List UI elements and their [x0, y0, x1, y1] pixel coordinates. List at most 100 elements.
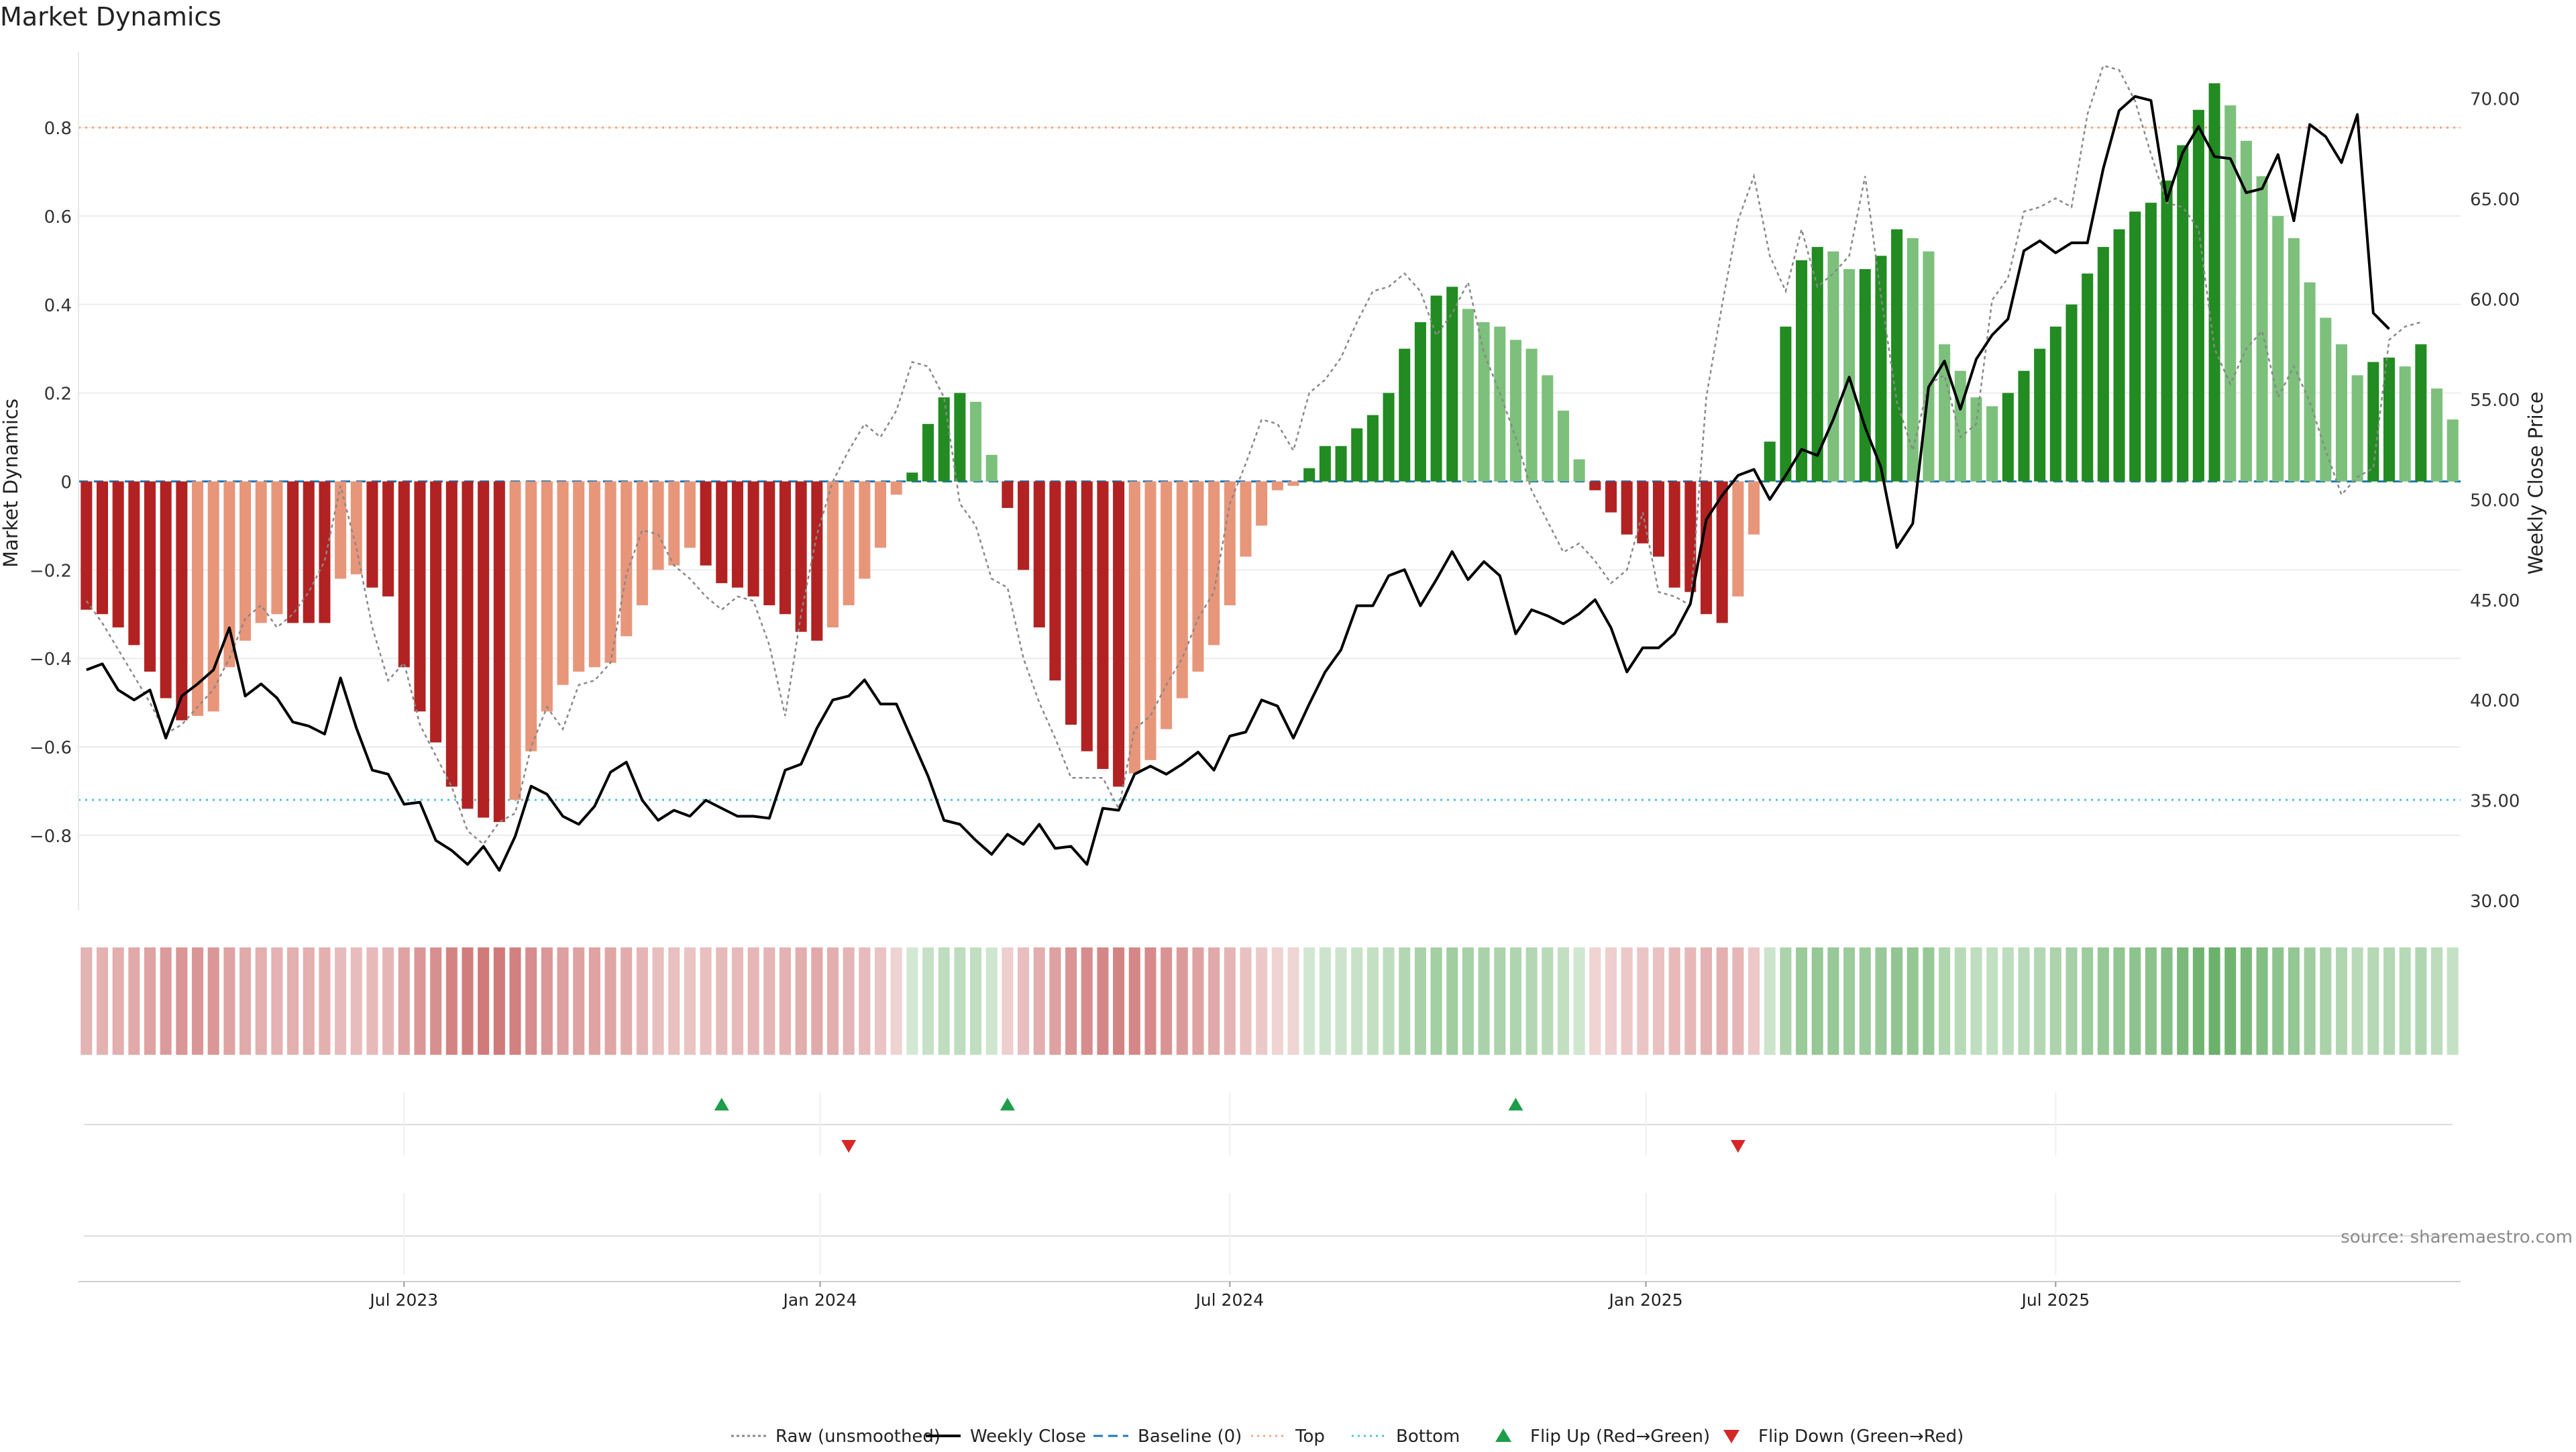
bar	[96, 481, 109, 615]
bar	[430, 481, 442, 743]
heat-strip	[80, 947, 2459, 1055]
heat-cell	[207, 947, 219, 1055]
heat-cell	[826, 947, 839, 1055]
bar	[2399, 366, 2411, 482]
bar	[350, 481, 362, 574]
heat-cell	[287, 947, 299, 1055]
heat-cell	[2335, 947, 2347, 1055]
bar	[2224, 105, 2237, 482]
heat-cell	[2034, 947, 2046, 1055]
bar	[954, 393, 966, 482]
heat-cell	[1192, 947, 1204, 1055]
heat-cell	[1399, 947, 1411, 1055]
bar	[398, 481, 410, 668]
heat-cell	[1605, 947, 1617, 1055]
bar	[1796, 260, 1808, 482]
chart-title: Market Dynamics	[0, 2, 221, 32]
heat-cell	[604, 947, 616, 1055]
heat-cell	[1065, 947, 1077, 1055]
heat-cell	[271, 947, 283, 1055]
heat-cell	[176, 947, 188, 1055]
legend-label: Weekly Close	[970, 1427, 1086, 1447]
left-tick-label: 0.6	[44, 207, 72, 227]
bar	[1144, 481, 1157, 760]
bar	[1891, 229, 1903, 482]
heat-cell	[588, 947, 600, 1055]
bar	[1764, 442, 1776, 482]
bar	[382, 481, 394, 597]
histogram-bars	[80, 83, 2459, 823]
heat-cell	[2240, 947, 2252, 1055]
bar	[938, 397, 950, 482]
heat-cell	[2145, 947, 2157, 1055]
heat-cell	[2113, 947, 2125, 1055]
heat-cell	[843, 947, 855, 1055]
heat-cell	[445, 947, 458, 1055]
bar	[493, 481, 505, 823]
bar	[684, 481, 696, 548]
heat-cell	[1002, 947, 1014, 1055]
heat-cell	[1923, 947, 1935, 1055]
bar	[1732, 481, 1744, 597]
heat-cell	[1414, 947, 1426, 1055]
bar	[1939, 344, 1951, 482]
bar	[287, 481, 299, 623]
bar	[1383, 393, 1395, 482]
bar	[890, 481, 902, 495]
heat-cell	[335, 947, 347, 1055]
bar	[1097, 481, 1109, 770]
bar	[2129, 211, 2141, 482]
heat-cell	[1652, 947, 1665, 1055]
bar	[795, 481, 807, 632]
heat-cell	[2208, 947, 2220, 1055]
heat-cell	[462, 947, 474, 1055]
bar	[1049, 481, 1061, 681]
heat-cell	[1796, 947, 1808, 1055]
heat-cell	[1811, 947, 1823, 1055]
right-tick-label: 70.00	[2470, 90, 2520, 110]
bar	[525, 481, 537, 751]
heat-cell	[1462, 947, 1474, 1055]
right-tick-label: 65.00	[2470, 190, 2520, 210]
heat-cell	[1256, 947, 1268, 1055]
heat-cell	[319, 947, 331, 1055]
heat-cell	[985, 947, 998, 1055]
heat-cell	[430, 947, 442, 1055]
heat-cell	[954, 947, 966, 1055]
heat-cell	[2415, 947, 2427, 1055]
flip-up-marker	[714, 1098, 729, 1110]
legend-label: Bottom	[1396, 1427, 1460, 1447]
bar	[112, 481, 124, 628]
bar	[1002, 481, 1014, 509]
heat-cell	[1161, 947, 1173, 1055]
bar	[811, 481, 823, 641]
heat-cell	[668, 947, 680, 1055]
bar	[1494, 326, 1506, 482]
heat-cell	[1780, 947, 1792, 1055]
heat-cell	[557, 947, 569, 1055]
heat-cell	[1668, 947, 1680, 1055]
flip-markers-panel	[84, 1092, 2453, 1275]
heat-cell	[1621, 947, 1633, 1055]
heat-cell	[1525, 947, 1538, 1055]
bar	[2430, 388, 2443, 482]
right-tick-label: 50.00	[2470, 490, 2520, 511]
bar	[160, 481, 172, 698]
bar	[1525, 348, 1538, 482]
bar	[1319, 446, 1331, 482]
bar	[239, 481, 252, 641]
bar	[2161, 180, 2173, 482]
legend-label: Flip Down (Green→Red)	[1758, 1427, 1964, 1447]
heat-cell	[414, 947, 426, 1055]
bar	[255, 481, 267, 623]
bar	[1224, 481, 1236, 606]
heat-cell	[1700, 947, 1713, 1055]
bar	[2351, 375, 2363, 482]
bar	[779, 481, 791, 615]
bar	[80, 481, 93, 610]
bar	[2113, 229, 2125, 482]
right-tick-label: 55.00	[2470, 391, 2520, 411]
heat-cell	[922, 947, 934, 1055]
bar	[1748, 481, 1760, 535]
left-tick-label: −0.6	[30, 738, 72, 758]
